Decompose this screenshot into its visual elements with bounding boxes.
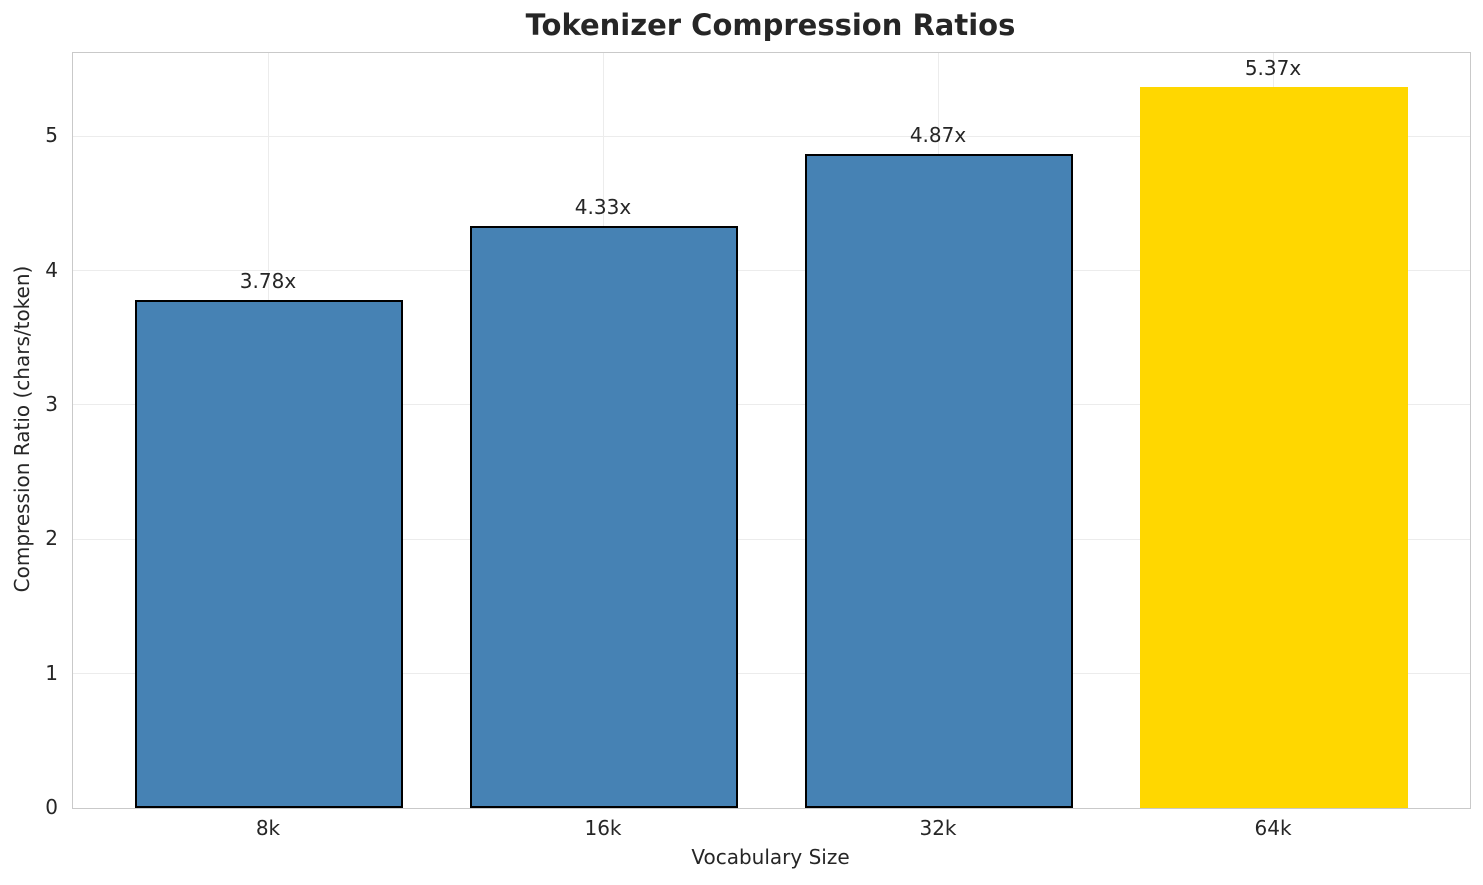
y-tick-label: 1 [45,660,58,685]
y-tick-label: 4 [45,257,58,282]
y-gridline [73,135,1470,137]
bar-value-label: 4.87x [909,122,967,147]
y-tick-label: 5 [45,123,58,148]
bar-value-label: 3.78x [239,269,297,294]
x-tick-label: 64k [1254,816,1292,840]
x-tick-label: 32k [919,816,957,840]
y-gridline [73,672,1470,674]
y-gridline [73,404,1470,406]
bar-8k [134,300,403,808]
y-tick-label: 0 [45,795,58,819]
y-axis-label: Compression Ratio (chars/token) [10,265,34,592]
bar-32k [805,153,1073,808]
y-gridline [73,538,1470,540]
y-tick-label: 3 [45,391,58,416]
bar-value-label: 5.37x [1244,55,1302,80]
y-tick-label: 2 [45,526,58,551]
y-gridline [73,269,1470,271]
plot-area [72,52,1471,809]
bar-64k [1140,86,1408,808]
bar-16k [469,226,738,808]
x-tick-label: 16k [584,816,622,840]
chart-title: Tokenizer Compression Ratios [525,8,1016,42]
x-tick-label: 8k [255,816,281,840]
bar-value-label: 4.33x [574,195,632,220]
x-axis-label: Vocabulary Size [691,845,850,869]
